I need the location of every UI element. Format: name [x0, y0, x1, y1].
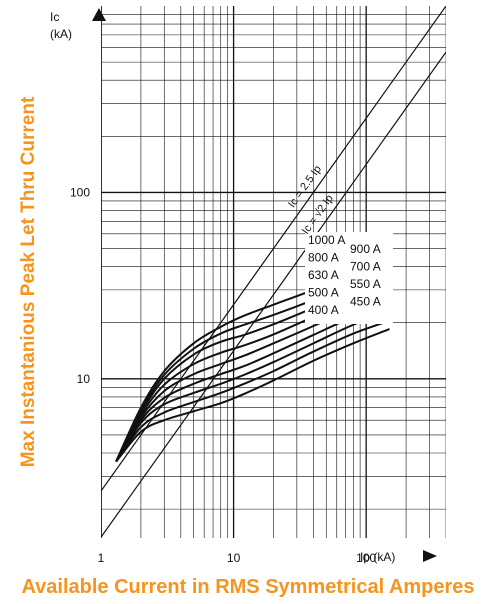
y-axis-title: Max Instantanious Peak Let Thru Current [18, 96, 39, 467]
x-tick-label: 100 [356, 551, 376, 565]
curve-label: 450 A [350, 295, 381, 309]
curve-400a [115, 328, 390, 463]
x-tick-label: 10 [227, 551, 241, 565]
curve-450a [115, 319, 390, 463]
y-tick-label: 10 [77, 372, 91, 386]
curve-550a [115, 302, 390, 463]
reference-line [101, 6, 446, 492]
y-tick-label: 100 [70, 185, 90, 199]
curve-label: 550 A [350, 277, 381, 291]
curve-label: 400 A [308, 303, 339, 317]
x-axis-title: Available Current in RMS Symmetrical Amp… [21, 576, 474, 598]
y-axis-tag-line2: (kA) [50, 27, 72, 41]
tick-labels: 1 10 100 10 100 [70, 185, 377, 565]
curve-label-box [305, 232, 393, 324]
curve-500a [115, 310, 390, 463]
curve-label: 900 A [350, 242, 381, 256]
x-tick-label: 1 [98, 551, 105, 565]
curve-label: 630 A [308, 268, 339, 282]
curve-label: 1000 A [308, 233, 345, 247]
curve-label: 800 A [308, 251, 339, 265]
curve-label: 700 A [350, 260, 381, 274]
reference-line [101, 51, 446, 538]
curve-labels: 1000 A 800 A 630 A 500 A 400 A 900 A 700 A 550 … [308, 233, 381, 317]
y-axis-tag-line1: Ic [50, 10, 59, 24]
curve-label: 500 A [308, 286, 339, 300]
x-axis-arrow-icon [423, 550, 437, 562]
x-axis-tag: Ip (kA) [360, 550, 395, 564]
grid [101, 6, 446, 538]
y-axis-arrow-icon [92, 8, 106, 21]
reference-lines [101, 6, 446, 538]
